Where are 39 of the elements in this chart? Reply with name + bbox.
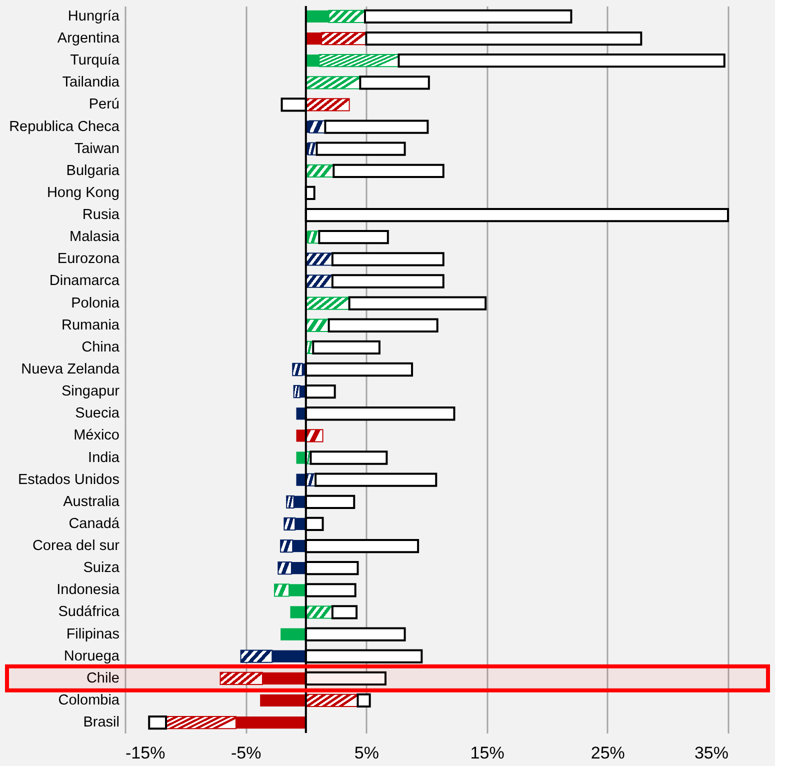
x-tick-label: 35% (694, 744, 728, 762)
y-tick-label: Tailandia (62, 74, 120, 91)
y-tick-label: Hong Kong (46, 184, 120, 201)
y-tick-label: Canadá (68, 516, 120, 532)
y-tick-label: México (74, 428, 120, 444)
y-tick-label: Nueva Zelanda (21, 362, 120, 378)
y-tick-label: Hungría (68, 8, 120, 24)
y-tick-label: Eurozona (57, 251, 120, 268)
y-tick-label: Filipinas (66, 626, 120, 642)
x-tick-label: 5% (354, 744, 379, 762)
y-tick-label: Estados Unidos (18, 472, 120, 488)
y-tick-label: Bulgaria (66, 162, 120, 179)
y-tick-label: Suiza (83, 560, 120, 576)
y-tick-label: Perú (88, 96, 120, 113)
y-tick-label: Colombia (58, 692, 120, 708)
y-tick-label: Dinamarca (49, 273, 120, 290)
y-tick-label: Republica Checa (9, 118, 120, 135)
y-tick-label: Singapur (61, 384, 120, 400)
y-tick-label: Rusia (82, 207, 120, 224)
y-tick-label: Brasil (83, 714, 120, 731)
x-tick-label: -15% (126, 744, 166, 762)
y-tick-label: Suecia (75, 406, 120, 422)
y-tick-label: Argentina (57, 30, 120, 47)
y-tick-label: Indonesia (56, 582, 120, 598)
x-tick-label: -5% (230, 744, 262, 762)
y-tick-label: Turquía (70, 52, 120, 69)
y-tick-label: China (82, 339, 120, 356)
y-tick-label: Taiwan (74, 140, 120, 157)
y-tick-label: Corea del sur (32, 538, 120, 554)
x-tick-label: 25% (590, 744, 625, 762)
y-tick-label: Australia (63, 494, 120, 510)
y-tick-label: Noruega (64, 648, 120, 664)
y-tick-label: India (88, 450, 120, 466)
x-tick-label: 15% (470, 744, 504, 762)
y-tick-label: Malasia (70, 229, 120, 246)
y-tick-label: Polonia (71, 295, 120, 312)
y-tick-label: Chile (86, 670, 120, 686)
y-tick-label: Rumania (61, 317, 120, 334)
y-tick-label: Sudáfrica (58, 604, 120, 620)
